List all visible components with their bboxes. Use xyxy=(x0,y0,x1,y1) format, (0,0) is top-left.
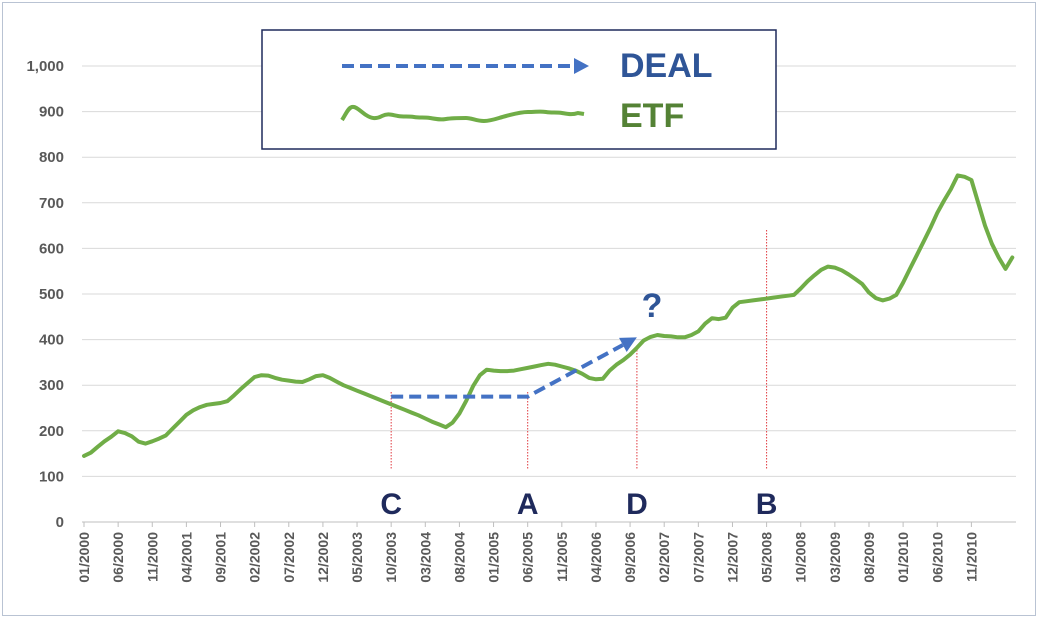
chart-frame xyxy=(2,2,1036,616)
x-tick-label: 01/2000 xyxy=(76,532,92,583)
y-axis-tick-labels: 0 100 200 300 400 500 600 700 800 900 1,000 xyxy=(26,58,64,531)
x-tick-label: 11/2000 xyxy=(144,532,160,582)
y-tick-label: 200 xyxy=(39,423,64,440)
x-tick-label: 01/2010 xyxy=(895,532,911,583)
x-tick-label: 06/2000 xyxy=(110,532,126,583)
x-tick-label: 06/2005 xyxy=(520,532,536,583)
question-mark-annotation: ? xyxy=(642,287,663,325)
x-tick-label: 10/2008 xyxy=(793,532,809,583)
legend-etf-label: ETF xyxy=(620,97,684,135)
y-tick-label: 400 xyxy=(39,332,64,349)
marker-label-a: A xyxy=(517,488,539,521)
y-tick-label: 300 xyxy=(39,377,64,394)
series-line-etf xyxy=(82,173,1015,458)
legend-deal-arrowhead xyxy=(574,58,589,74)
deal-arrow xyxy=(391,337,637,399)
x-tick-label: 02/2007 xyxy=(656,532,672,583)
x-tick-label: 03/2004 xyxy=(417,532,433,583)
x-tick-label: 01/2005 xyxy=(486,532,502,583)
x-tick-label: 02/2002 xyxy=(247,532,263,583)
series-lines xyxy=(82,173,1015,458)
y-tick-label: 800 xyxy=(39,149,64,166)
x-tick-label: 12/2002 xyxy=(315,532,331,583)
legend-etf-line xyxy=(340,104,585,124)
deal-arrowhead xyxy=(619,337,637,352)
x-tick-label: 09/2006 xyxy=(622,532,638,583)
legend-box xyxy=(261,29,777,150)
x-tick-label: 08/2004 xyxy=(451,532,467,583)
y-tick-label: 1,000 xyxy=(26,58,64,75)
y-tick-label: 0 xyxy=(56,514,64,531)
x-tick-label: 12/2007 xyxy=(724,532,740,583)
x-tick-label: 09/2001 xyxy=(213,532,229,583)
y-tick-label: 600 xyxy=(39,240,64,257)
legend: DEAL ETF xyxy=(261,29,777,150)
x-tick-label: 04/2001 xyxy=(178,532,194,583)
x-axis-tick-labels: 01/2000 06/2000 11/2000 04/2001 09/2001 02/20… xyxy=(76,532,979,583)
y-tick-label: 100 xyxy=(39,468,64,485)
x-tick-label: 06/2010 xyxy=(929,532,945,583)
x-tick-label: 03/2009 xyxy=(827,532,843,583)
x-tick-label: 05/2008 xyxy=(759,532,775,583)
x-tick-label: 07/2007 xyxy=(690,532,706,583)
x-tick-label: 04/2006 xyxy=(588,532,604,583)
x-axis xyxy=(82,521,1016,527)
x-tick-label: 07/2002 xyxy=(281,532,297,583)
y-tick-label: 500 xyxy=(39,286,64,303)
x-tick-label: 10/2003 xyxy=(383,532,399,583)
legend-deal-label: DEAL xyxy=(620,47,713,85)
marker-label-c: C xyxy=(380,488,402,521)
x-tick-label: 11/2005 xyxy=(554,532,570,582)
y-tick-label: 900 xyxy=(39,104,64,121)
x-tick-label: 11/2010 xyxy=(963,532,979,582)
marker-label-d: D xyxy=(626,488,648,521)
marker-label-b: B xyxy=(756,488,778,521)
y-tick-label: 700 xyxy=(39,195,64,212)
deal-arrow-line xyxy=(391,343,624,399)
x-tick-label: 08/2009 xyxy=(861,532,877,583)
x-tick-label: 05/2003 xyxy=(349,532,365,583)
